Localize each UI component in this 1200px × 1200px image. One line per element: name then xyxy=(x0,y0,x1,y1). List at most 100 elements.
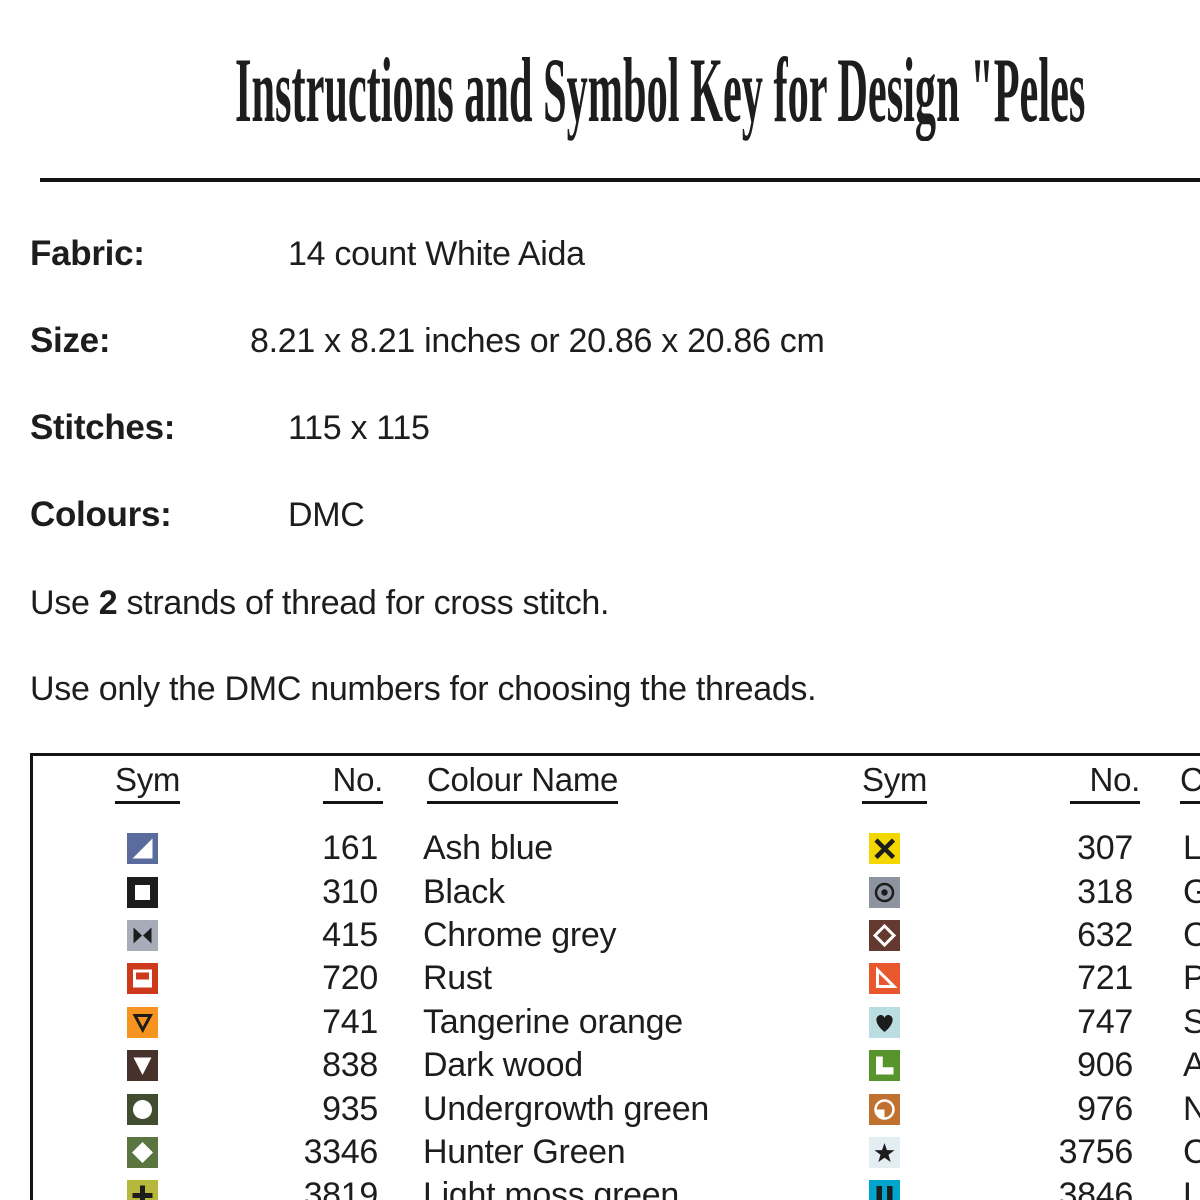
plus-icon xyxy=(127,1180,158,1200)
colour-name: L xyxy=(1183,1176,1200,1200)
key-table-row: 976 N xyxy=(869,1087,1200,1130)
dmc-note: Use only the DMC numbers for choosing th… xyxy=(30,670,817,708)
header-sym-left: Sym xyxy=(115,761,180,804)
double-bars-icon xyxy=(869,1180,900,1200)
header-no-right: No. xyxy=(1070,761,1140,804)
colours-label: Colours: xyxy=(30,495,172,534)
size-label: Size: xyxy=(30,321,111,360)
colour-name: S xyxy=(1183,1002,1200,1041)
colour-name: G xyxy=(1183,872,1200,911)
fabric-value: 14 count White Aida xyxy=(288,235,585,273)
triangle-lower-right-icon xyxy=(127,833,158,865)
circle-dot-icon xyxy=(869,876,900,908)
key-table-row: 161 Ash blue xyxy=(127,827,709,870)
key-table-row: 415 Chrome grey xyxy=(127,914,709,957)
size-value: 8.21 x 8.21 inches or 20.86 x 20.86 cm xyxy=(250,322,825,360)
key-table-row: 741 Tangerine orange xyxy=(127,1001,709,1044)
info-row-size: Size: 8.21 x 8.21 inches or 20.86 x 20.8… xyxy=(30,321,825,363)
circle-icon xyxy=(127,1093,158,1125)
dmc-number: 632 xyxy=(1077,915,1133,954)
page-title: Instructions and Symbol Key for Design "… xyxy=(235,39,1086,141)
key-table-row: 310 Black xyxy=(127,870,709,913)
circle-quarter-icon xyxy=(869,1093,900,1125)
key-table-row: 721 P xyxy=(869,957,1200,1000)
dmc-number: 747 xyxy=(1077,1002,1133,1041)
dmc-number: 415 xyxy=(322,915,378,954)
colour-name: Dark wood xyxy=(423,1046,583,1085)
colour-name: Undergrowth green xyxy=(423,1089,709,1128)
l-block-icon xyxy=(869,1050,900,1082)
info-row-stitches: Stitches: 115 x 115 xyxy=(30,408,430,450)
info-row-fabric: Fabric: 14 count White Aida xyxy=(30,234,585,276)
dmc-number: 838 xyxy=(322,1046,378,1085)
dmc-number: 741 xyxy=(322,1002,378,1041)
stitches-value: 115 x 115 xyxy=(288,409,430,447)
strands-count: 2 xyxy=(98,584,118,622)
dmc-number: 3846 xyxy=(1058,1176,1134,1200)
colour-name: Ash blue xyxy=(423,829,553,868)
colour-name: L xyxy=(1183,829,1200,868)
dmc-number: 3819 xyxy=(303,1176,379,1200)
info-row-colours: Colours: DMC xyxy=(30,495,365,537)
colour-name: Rust xyxy=(423,959,492,998)
colour-name: C xyxy=(1183,1132,1200,1171)
half-block-icon xyxy=(127,963,158,995)
colour-name: C xyxy=(1183,915,1200,954)
strands-note: Use 2 strands of thread for cross stitch… xyxy=(30,584,609,623)
dmc-number: 3756 xyxy=(1058,1132,1134,1171)
colour-name: A xyxy=(1183,1046,1200,1085)
heart-icon xyxy=(869,1006,900,1038)
dmc-number: 3346 xyxy=(303,1132,379,1171)
key-table-row: 3756 C xyxy=(869,1131,1200,1174)
bowtie-icon xyxy=(127,919,158,951)
colour-name: Tangerine orange xyxy=(423,1002,683,1041)
colour-name: P xyxy=(1183,959,1200,998)
symbol-key-table: Sym No. Colour Name Sym No. C 161 Ash bl… xyxy=(30,753,1200,1200)
dmc-number: 976 xyxy=(1077,1089,1133,1128)
key-table-row: 3819 Light moss green xyxy=(127,1174,709,1200)
star-icon xyxy=(869,1136,900,1168)
dmc-number: 161 xyxy=(322,829,378,868)
colour-name: Chrome grey xyxy=(423,915,617,954)
header-colour-name-right: C xyxy=(1180,761,1200,804)
colour-name: Hunter Green xyxy=(423,1132,626,1171)
key-table-row: 3346 Hunter Green xyxy=(127,1131,709,1174)
key-table-row: 720 Rust xyxy=(127,957,709,1000)
key-table-row: 747 S xyxy=(869,1001,1200,1044)
key-table-row: 906 A xyxy=(869,1044,1200,1087)
key-table-row: 318 G xyxy=(869,870,1200,913)
key-table-row: 307 L xyxy=(869,827,1200,870)
dmc-number: 310 xyxy=(322,872,378,911)
dmc-number: 906 xyxy=(1077,1046,1133,1085)
dmc-number: 307 xyxy=(1077,829,1133,868)
key-rows-left: 161 Ash blue 310 Black 415 Chrome grey 7… xyxy=(127,827,709,1200)
key-table-row: 3846 L xyxy=(869,1174,1200,1200)
dmc-number: 721 xyxy=(1077,959,1133,998)
x-cross-icon xyxy=(869,833,900,865)
stitches-label: Stitches: xyxy=(30,408,176,447)
triangle-outline-bl-icon xyxy=(869,963,900,995)
dmc-number: 720 xyxy=(322,959,378,998)
dmc-number: 318 xyxy=(1077,872,1133,911)
colour-name: N xyxy=(1183,1089,1200,1128)
diamond-outline-icon xyxy=(869,919,900,951)
key-table-row: 935 Undergrowth green xyxy=(127,1087,709,1130)
colour-name: Light moss green xyxy=(423,1176,680,1200)
header-colour-name-left: Colour Name xyxy=(427,761,618,804)
diamond-icon xyxy=(127,1136,158,1168)
key-table-row: 632 C xyxy=(869,914,1200,957)
key-table-row: 838 Dark wood xyxy=(127,1044,709,1087)
key-rows-right: 307 L 318 G 632 C 721 P 747 S 906 A 976 … xyxy=(869,827,1200,1200)
triangle-down-outline-icon xyxy=(127,1006,158,1038)
open-square-icon xyxy=(127,876,158,908)
title-divider xyxy=(40,178,1200,182)
fabric-label: Fabric: xyxy=(30,234,145,273)
colour-name: Black xyxy=(423,872,505,911)
strands-note-pre: Use xyxy=(30,584,99,622)
header-sym-right: Sym xyxy=(862,761,927,804)
triangle-down-icon xyxy=(127,1050,158,1082)
strands-note-post: strands of thread for cross stitch. xyxy=(117,584,610,622)
dmc-number: 935 xyxy=(322,1089,378,1128)
colours-value: DMC xyxy=(288,496,365,534)
